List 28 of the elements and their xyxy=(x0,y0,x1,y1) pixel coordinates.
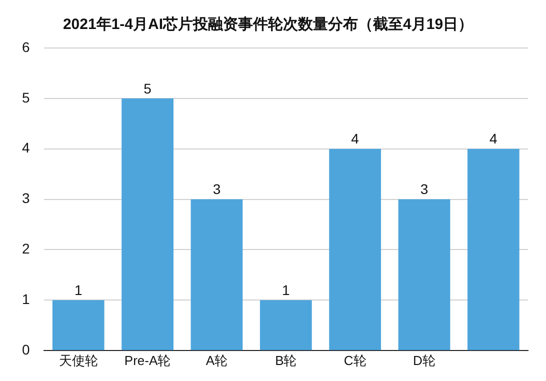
x-tick-label: Pre-A轮 xyxy=(124,352,171,368)
y-tick-label: 5 xyxy=(22,89,30,106)
x-tick-label: D轮 xyxy=(413,352,436,368)
bar xyxy=(329,148,382,350)
bar xyxy=(122,98,174,350)
bar xyxy=(467,148,520,350)
x-tick-label: A轮 xyxy=(206,352,228,368)
x-tick-label: 天使轮 xyxy=(58,352,98,368)
y-tick-label: 2 xyxy=(22,240,30,257)
data-label: 5 xyxy=(144,80,152,96)
y-tick-label: 6 xyxy=(22,38,30,55)
bar xyxy=(398,199,450,350)
data-label: 3 xyxy=(420,181,428,198)
bar xyxy=(190,199,243,350)
x-tick-label: B轮 xyxy=(275,352,297,368)
x-tick-label: C轮 xyxy=(344,352,366,368)
data-label: 4 xyxy=(351,130,360,147)
bar xyxy=(260,300,312,350)
y-tick-label: 0 xyxy=(22,341,30,358)
data-label: 3 xyxy=(212,181,221,198)
chart-title: 2021年1-4月AI芯片投融资事件轮次数量分布（截至4月19日） xyxy=(62,16,474,34)
data-label: 1 xyxy=(282,282,290,298)
y-tick-label: 1 xyxy=(22,291,30,308)
bar xyxy=(52,300,104,350)
y-tick-label: 3 xyxy=(22,190,30,206)
data-label: 4 xyxy=(490,130,498,147)
data-label: 1 xyxy=(74,282,82,298)
y-tick-label: 4 xyxy=(22,140,30,156)
